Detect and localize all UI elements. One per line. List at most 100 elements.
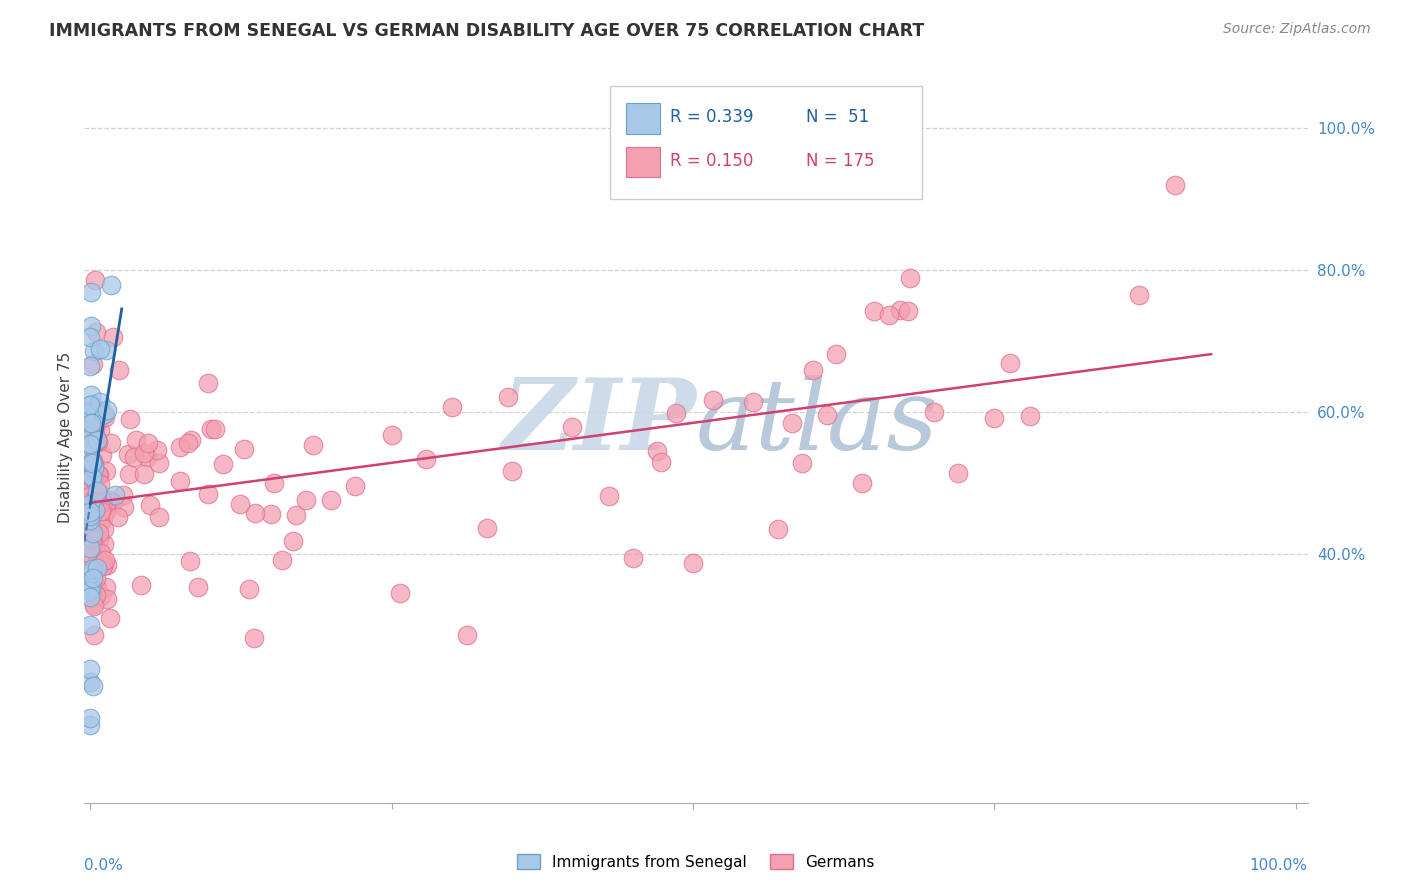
Point	[82, 357, 104, 371]
Point	[79, 582, 101, 596]
Point	[79, 439, 101, 453]
Point	[285, 508, 308, 523]
Point	[90, 509, 112, 524]
Point	[79, 329, 101, 343]
Point	[90, 492, 112, 507]
Point	[79, 590, 101, 604]
Point	[136, 435, 159, 450]
Point	[79, 406, 101, 420]
Point	[89, 533, 111, 547]
Point	[100, 435, 122, 450]
Point	[91, 558, 114, 573]
Point	[101, 330, 124, 344]
Point	[80, 457, 103, 471]
Point	[742, 394, 765, 409]
Point	[107, 510, 129, 524]
Point	[790, 456, 813, 470]
Text: N =  51: N = 51	[806, 108, 869, 126]
Point	[86, 484, 108, 499]
Point	[94, 504, 117, 518]
Point	[79, 359, 101, 374]
Point	[302, 438, 325, 452]
Point	[79, 675, 101, 690]
Point	[475, 521, 498, 535]
Point	[96, 464, 118, 478]
Point	[197, 376, 219, 391]
Point	[281, 533, 304, 548]
Point	[650, 455, 672, 469]
Point	[245, 507, 267, 521]
Point	[766, 522, 789, 536]
Point	[82, 525, 104, 540]
Point	[93, 523, 115, 537]
Point	[86, 434, 108, 448]
Point	[83, 461, 105, 475]
Point	[321, 492, 343, 507]
Point	[851, 476, 873, 491]
Point	[83, 503, 105, 517]
Point	[89, 342, 111, 356]
Point	[169, 440, 191, 454]
Point	[89, 487, 111, 501]
Point	[96, 558, 118, 572]
Point	[87, 525, 110, 540]
Point	[139, 498, 162, 512]
Point	[84, 325, 107, 339]
Point	[86, 561, 108, 575]
Point	[82, 481, 104, 495]
Point	[82, 679, 104, 693]
Point	[83, 583, 105, 598]
Y-axis label: Disability Age Over 75: Disability Age Over 75	[58, 351, 73, 523]
Point	[93, 537, 115, 551]
Point	[238, 582, 260, 596]
Point	[91, 558, 114, 573]
Point	[82, 470, 104, 484]
Point	[80, 547, 103, 561]
Point	[598, 489, 620, 503]
Point	[682, 556, 704, 570]
Point	[946, 467, 969, 481]
Point	[80, 520, 103, 534]
Point	[204, 422, 226, 436]
Point	[381, 428, 404, 442]
Point	[79, 489, 101, 503]
Point	[91, 511, 114, 525]
Point	[80, 454, 103, 468]
Point	[120, 412, 142, 426]
Point	[80, 453, 103, 467]
Point	[84, 273, 107, 287]
Point	[1019, 409, 1042, 423]
Point	[82, 468, 104, 483]
Point	[91, 494, 114, 508]
Point	[82, 532, 104, 546]
Point	[83, 628, 105, 642]
Point	[87, 551, 110, 566]
Point	[825, 347, 848, 361]
Point	[83, 599, 105, 614]
Point	[79, 566, 101, 581]
Point	[82, 510, 104, 524]
Point	[91, 408, 114, 422]
Point	[80, 562, 103, 576]
Point	[86, 417, 108, 431]
Point	[135, 450, 157, 464]
Point	[83, 473, 105, 487]
Point	[897, 304, 920, 318]
Point	[180, 433, 202, 447]
Point	[79, 662, 101, 676]
Point	[79, 618, 101, 632]
Point	[100, 277, 122, 292]
Point	[877, 308, 900, 322]
Point	[84, 430, 107, 444]
Point	[79, 285, 101, 299]
Point	[84, 467, 107, 481]
Point	[80, 530, 103, 544]
Point	[702, 393, 724, 408]
Point	[84, 467, 107, 481]
Point	[898, 271, 921, 285]
Point	[862, 304, 884, 318]
Point	[89, 423, 111, 437]
Point	[197, 487, 219, 501]
Point	[82, 570, 104, 584]
Point	[211, 457, 233, 471]
